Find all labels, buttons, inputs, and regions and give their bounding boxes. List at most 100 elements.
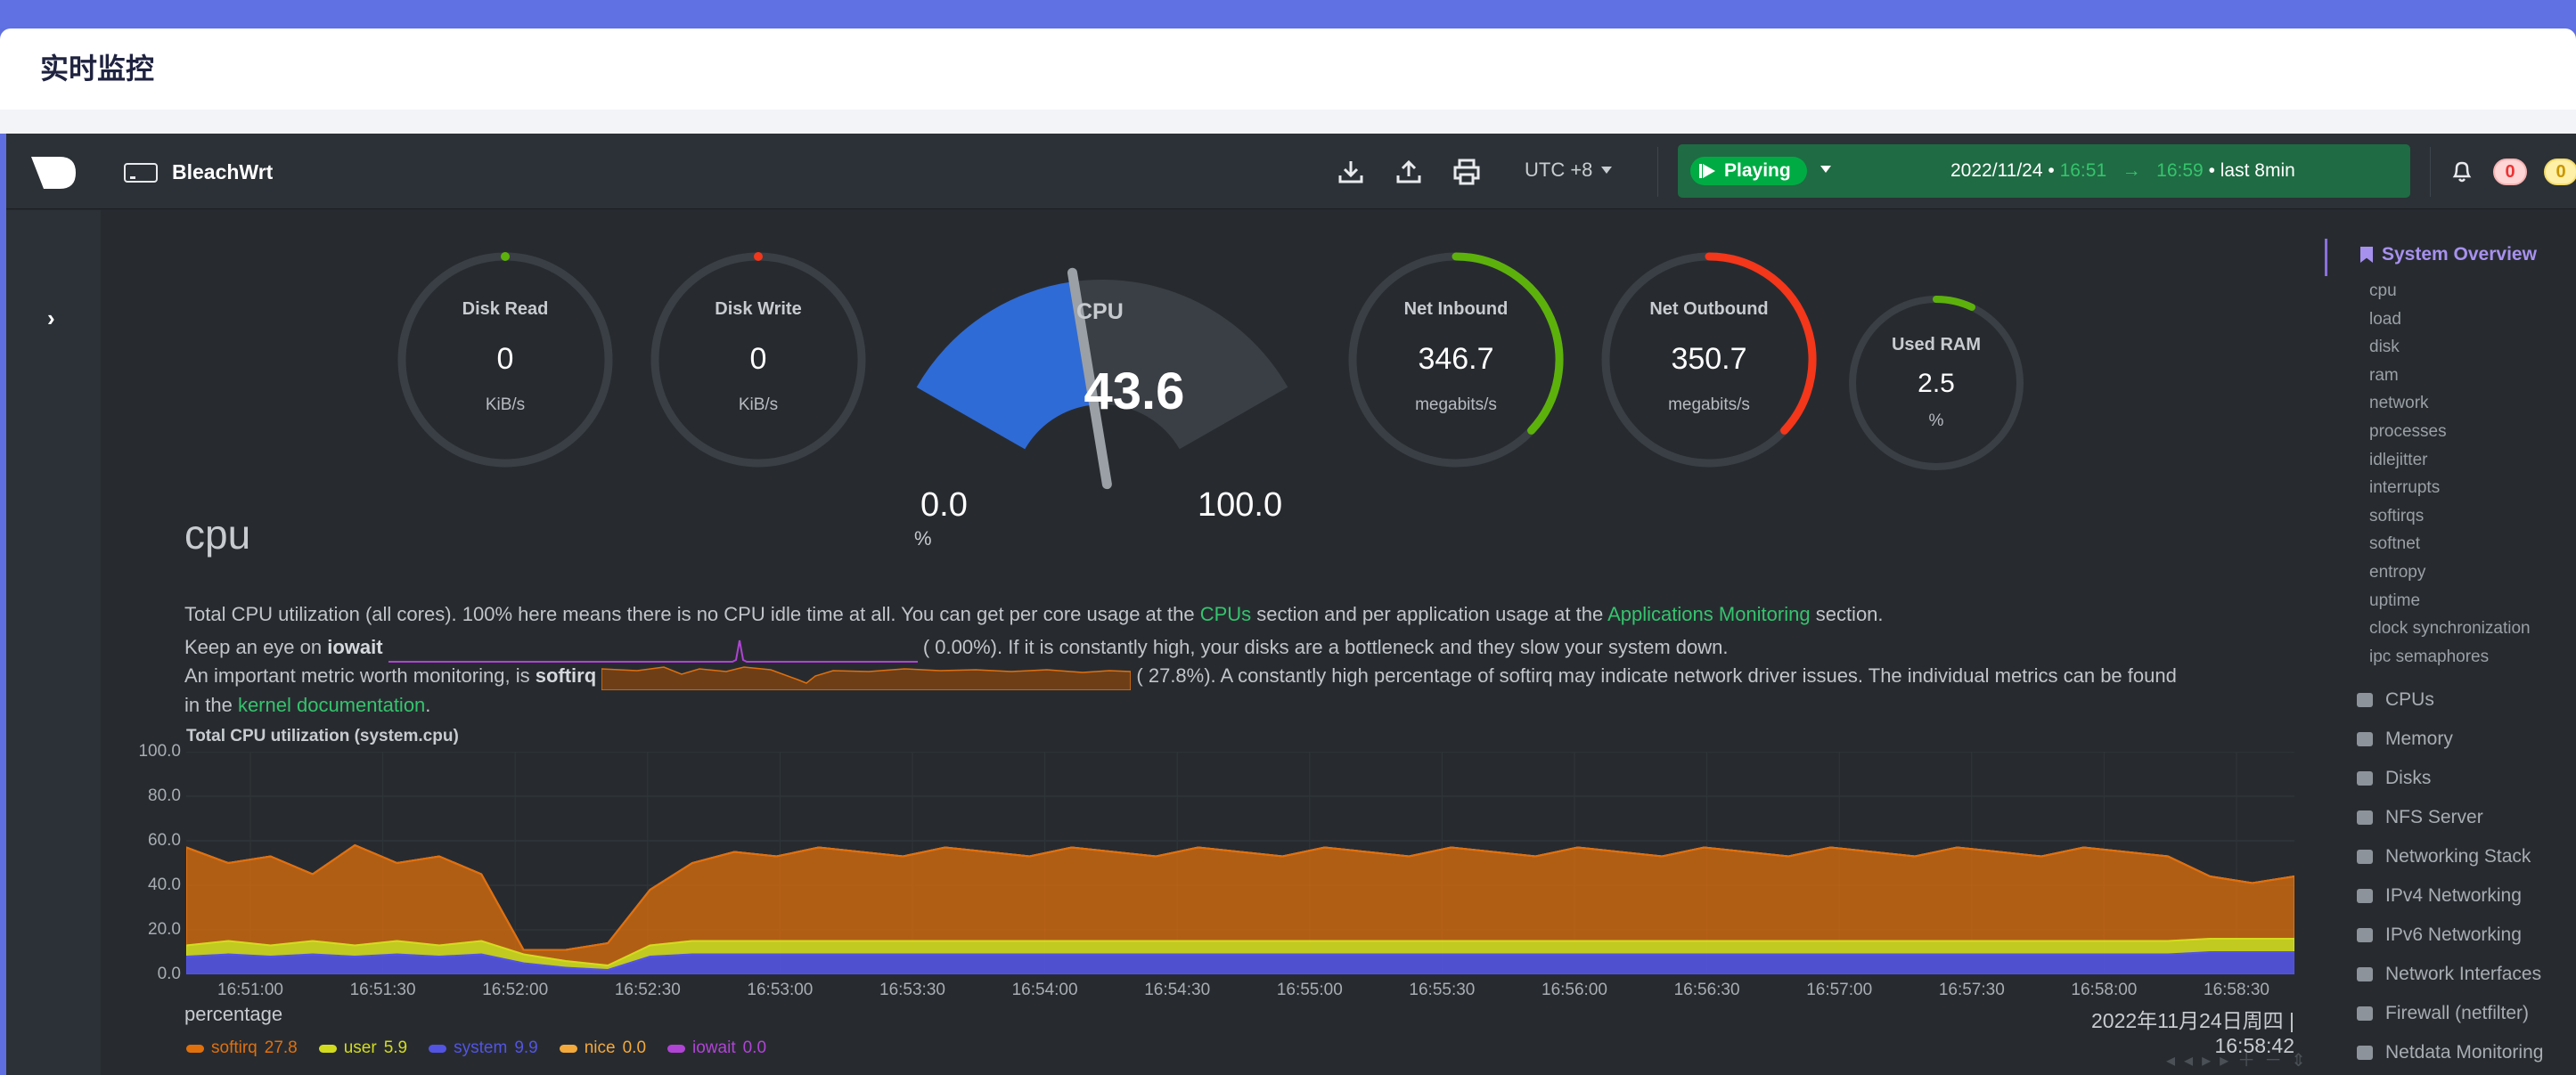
sidebar-item-label: Firewall (netfilter): [2385, 1003, 2530, 1023]
used-ram-unit: %: [1928, 411, 1944, 430]
sidebar-subitem-clock-synchronization[interactable]: clock synchronization: [2369, 619, 2531, 639]
x-tick-label: 16:54:30: [1144, 981, 1211, 999]
legend-swatch: [429, 1044, 447, 1053]
sidebar-item-networking-stack[interactable]: Networking Stack: [2357, 846, 2531, 867]
chevron-down-icon[interactable]: [1820, 166, 1831, 173]
time-from: 16:51: [2059, 160, 2107, 181]
x-tick-label: 16:51:30: [349, 981, 416, 999]
sidebar-item-label: Network Interfaces: [2385, 964, 2542, 984]
disk-read-label: Disk Read: [462, 299, 549, 319]
net-inbound-value: 346.7: [1418, 342, 1494, 376]
warning-alerts-badge[interactable]: 0: [2544, 159, 2576, 185]
net-outbound-value: 350.7: [1671, 342, 1747, 376]
desc-text: section.: [1810, 603, 1884, 625]
bolt-icon: [2357, 693, 2373, 707]
legend-item-nice[interactable]: nice 0.0: [559, 1038, 646, 1058]
legend-item-iowait[interactable]: iowait 0.0: [667, 1038, 766, 1058]
sidebar-item-ipv6-networking[interactable]: IPv6 Networking: [2357, 924, 2522, 946]
desc-text: An important metric worth monitoring, is: [184, 664, 536, 687]
disk-write-marker: [754, 252, 763, 261]
sidebar-item-nfs-server[interactable]: NFS Server: [2357, 807, 2483, 828]
timezone-label: UTC +8: [1525, 159, 1593, 181]
download-icon[interactable]: [1336, 157, 1366, 187]
sidebar-item-disks[interactable]: Disks: [2357, 768, 2431, 789]
active-indicator: [2325, 239, 2327, 276]
sidebar-subitem-interrupts[interactable]: interrupts: [2369, 478, 2441, 498]
sidebar-subitem-ram[interactable]: ram: [2369, 365, 2399, 385]
sidebar-item-memory[interactable]: Memory: [2357, 729, 2453, 750]
sidebar-subitem-network[interactable]: network: [2369, 394, 2429, 413]
series-area-system: [186, 951, 2294, 974]
shield-icon: [2357, 1006, 2373, 1021]
chart-title: Total CPU utilization (system.cpu): [186, 727, 459, 745]
netdata-logo[interactable]: [29, 153, 79, 192]
sidebar-subitem-disk[interactable]: disk: [2369, 338, 2400, 357]
sidebar-item-label: NFS Server: [2385, 807, 2483, 827]
sidebar-item-firewall-netfilter[interactable]: Firewall (netfilter): [2357, 1003, 2529, 1024]
net-outbound-arc: [1705, 252, 1817, 435]
desc-text: Keep an eye on: [184, 635, 328, 658]
net-outbound-gauge[interactable]: [1601, 252, 1817, 468]
cpus-link[interactable]: CPUs: [1199, 603, 1252, 625]
page-title: 实时监控: [40, 52, 155, 86]
sidebar-subitem-load[interactable]: load: [2369, 309, 2401, 329]
disk-read-unit: KiB/s: [485, 395, 526, 414]
top-toolbar: BleachWrt UTC +8 Playing: [6, 134, 2576, 209]
cpu-chart-plot[interactable]: [186, 752, 2294, 974]
sidebar-subitem-uptime[interactable]: uptime: [2369, 590, 2421, 610]
folder-icon: [2357, 810, 2373, 825]
print-icon[interactable]: [1452, 157, 1482, 187]
play-label: Playing: [1724, 160, 1791, 181]
y-tick-label: 100.0: [138, 742, 181, 761]
cloud-icon: [2357, 889, 2373, 903]
sidebar-item-network-interfaces[interactable]: Network Interfaces: [2357, 964, 2541, 985]
disk-read-gauge[interactable]: [397, 252, 613, 468]
upload-icon[interactable]: [1394, 157, 1424, 187]
net-inbound-unit: megabits/s: [1415, 395, 1497, 414]
cpu-gauge-value: 43.6: [1084, 362, 1185, 420]
legend-value: 27.8: [264, 1038, 298, 1057]
disk-write-gauge[interactable]: [650, 252, 866, 468]
sidebar-subitem-entropy[interactable]: entropy: [2369, 563, 2426, 582]
legend-item-user[interactable]: user 5.9: [318, 1038, 407, 1058]
timezone-selector[interactable]: UTC +8: [1525, 159, 1613, 182]
critical-alerts-badge[interactable]: 0: [2493, 159, 2527, 185]
bell-icon[interactable]: [2450, 159, 2474, 183]
host-selector[interactable]: BleachWrt: [124, 160, 273, 184]
chart-nav-controls[interactable]: ◂◂▸▸＋－⇕: [2166, 1051, 2315, 1071]
used-ram-gauge[interactable]: [1849, 296, 2024, 470]
x-tick-label: 16:58:00: [2071, 981, 2138, 999]
legend-item-system[interactable]: system 9.9: [429, 1038, 538, 1058]
sidebar-item-system-overview[interactable]: System Overview: [2360, 244, 2537, 265]
iowait-term: iowait: [327, 635, 383, 658]
cpu-gauge[interactable]: [916, 267, 1288, 490]
play-icon: [1703, 164, 1715, 178]
time-range[interactable]: 2022/11/24 • 16:51 → 16:59 • last 8min: [1950, 160, 2295, 181]
play-button[interactable]: Playing: [1690, 157, 1807, 185]
sidebar-item-cpus[interactable]: CPUs: [2357, 689, 2434, 711]
left-rail: ›: [6, 210, 101, 1075]
sidebar-subitem-softnet[interactable]: softnet: [2369, 534, 2421, 554]
legend-item-softirq[interactable]: softirq 27.8: [186, 1038, 298, 1058]
sidebar-item-label: Memory: [2385, 729, 2453, 749]
apps-monitoring-link[interactable]: Applications Monitoring: [1607, 603, 1811, 625]
softirq-value: ( 27.8%). A constantly high percentage o…: [1136, 664, 2177, 687]
net-inbound-arc: [1452, 252, 1564, 435]
sidebar-item-ipv4-networking[interactable]: IPv4 Networking: [2357, 885, 2522, 907]
x-tick-label: 16:55:00: [1276, 981, 1343, 999]
disk-read-value: 0: [496, 342, 514, 376]
kernel-doc-link[interactable]: kernel documentation: [237, 694, 426, 716]
sidebar-nav: System Overview cpu load disk ram network pro…: [2325, 210, 2576, 1075]
chevron-right-icon[interactable]: ›: [47, 305, 55, 331]
sidebar-subitem-ipc-semaphores[interactable]: ipc semaphores: [2369, 647, 2490, 666]
sidebar-subitem-cpu[interactable]: cpu: [2369, 281, 2397, 300]
date-picker[interactable]: Playing 2022/11/24 • 16:51 → 16:59 • las…: [1678, 144, 2410, 198]
legend-swatch: [559, 1044, 577, 1053]
sidebar-item-netdata-monitoring[interactable]: Netdata Monitoring: [2357, 1042, 2543, 1063]
sidebar-subitem-idlejitter[interactable]: idlejitter: [2369, 450, 2428, 469]
sidebar-subitem-softirqs[interactable]: softirqs: [2369, 506, 2425, 525]
sidebar-item-label: Networking Stack: [2385, 846, 2531, 867]
net-inbound-gauge[interactable]: [1348, 252, 1564, 468]
sidebar-subitem-processes[interactable]: processes: [2369, 422, 2447, 441]
desc-text: section and per application usage at the: [1251, 603, 1608, 625]
